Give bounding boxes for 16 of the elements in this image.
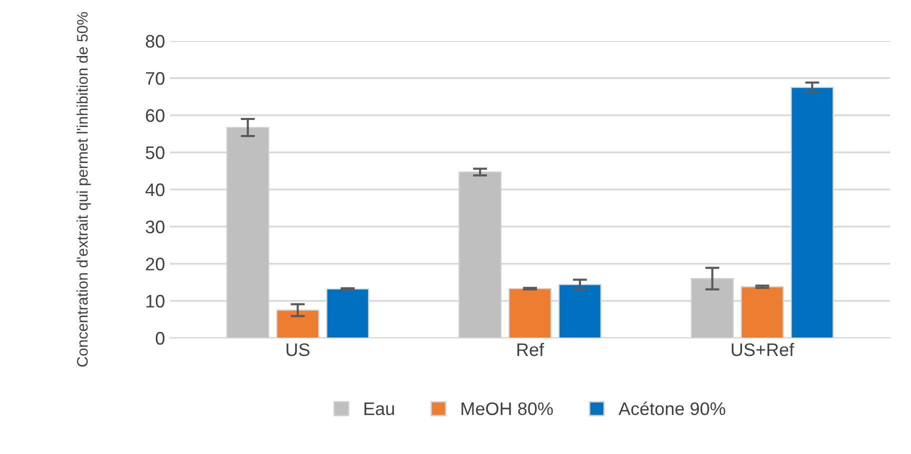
y-tick-label: 20: [146, 258, 164, 270]
x-tick-label: Ref: [517, 342, 544, 356]
y-tick-label: 50: [146, 146, 164, 160]
y-tick-label: 70: [146, 72, 164, 85]
y-tick-label: 60: [146, 109, 164, 122]
x-tick-label: US+Ref: [732, 342, 794, 356]
legend-label: MeOH 80%: [462, 402, 553, 416]
y-axis-title: Concentration d'extrait qui permet l'inhibition de 50%: [76, 12, 91, 367]
legend-label: Eau: [364, 402, 394, 416]
y-tick-label: 0: [156, 332, 164, 345]
y-tick-label: 40: [145, 183, 164, 196]
y-tick-label: 30: [146, 220, 164, 234]
x-tick-label: US: [286, 343, 310, 356]
y-tick-label: 80: [146, 34, 164, 48]
legend-label: Acétone 90%: [618, 402, 726, 416]
y-tick-label: 10: [146, 294, 164, 308]
